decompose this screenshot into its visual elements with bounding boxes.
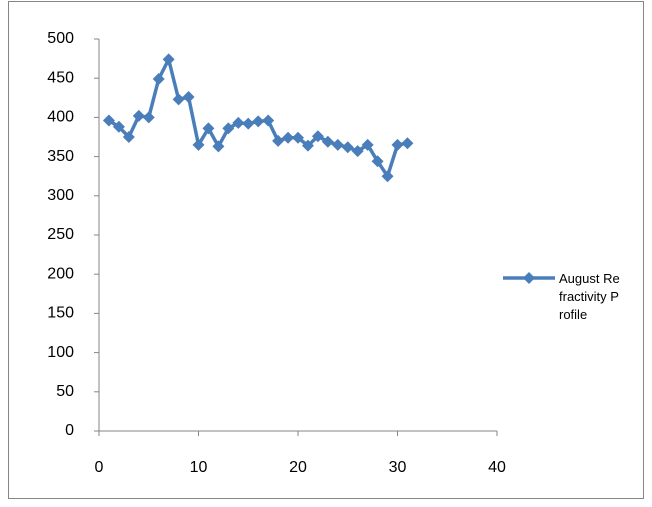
marker: [341, 141, 354, 154]
marker: [282, 131, 295, 144]
marker: [152, 72, 165, 85]
marker: [381, 170, 394, 183]
y-tick-label: 150: [47, 305, 74, 322]
marker: [311, 130, 324, 143]
marker: [182, 91, 195, 104]
marker: [252, 115, 265, 128]
marker: [321, 135, 334, 148]
marker: [401, 137, 414, 150]
marker: [162, 53, 175, 66]
x-tick-label: 20: [289, 459, 307, 476]
y-tick-label: 500: [47, 30, 74, 47]
marker: [242, 117, 255, 130]
legend-label: August Refractivity Profile: [559, 271, 620, 322]
marker: [212, 140, 225, 153]
marker: [262, 114, 275, 127]
marker: [102, 114, 115, 127]
marker: [361, 138, 374, 151]
y-tick-label: 450: [47, 69, 74, 86]
y-tick-label: 250: [47, 226, 74, 243]
y-tick-label: 0: [65, 422, 74, 439]
marker: [292, 131, 304, 144]
marker: [172, 93, 185, 106]
y-tick-label: 400: [47, 109, 74, 126]
marker: [301, 139, 314, 152]
marker: [371, 155, 384, 168]
marker: [331, 138, 344, 151]
marker: [192, 138, 205, 151]
marker: [202, 122, 215, 135]
y-tick-label: 50: [56, 383, 74, 400]
marker: [122, 131, 135, 143]
x-tick-label: 30: [389, 459, 407, 476]
chart-border: [8, 1, 644, 499]
legend-marker: [523, 272, 535, 284]
marker: [351, 145, 364, 158]
x-tick-label: 10: [190, 459, 208, 476]
y-tick-label: 350: [47, 148, 74, 165]
marker: [391, 138, 404, 151]
marker: [142, 111, 155, 124]
marker: [272, 134, 285, 147]
y-tick-label: 200: [47, 265, 74, 282]
y-tick-label: 300: [47, 187, 74, 204]
x-tick-label: 40: [488, 459, 506, 476]
marker: [222, 122, 235, 135]
x-tick-label: 0: [95, 459, 104, 476]
marker: [112, 120, 125, 133]
marker: [132, 109, 145, 122]
y-tick-label: 100: [47, 344, 74, 361]
marker: [232, 116, 245, 129]
